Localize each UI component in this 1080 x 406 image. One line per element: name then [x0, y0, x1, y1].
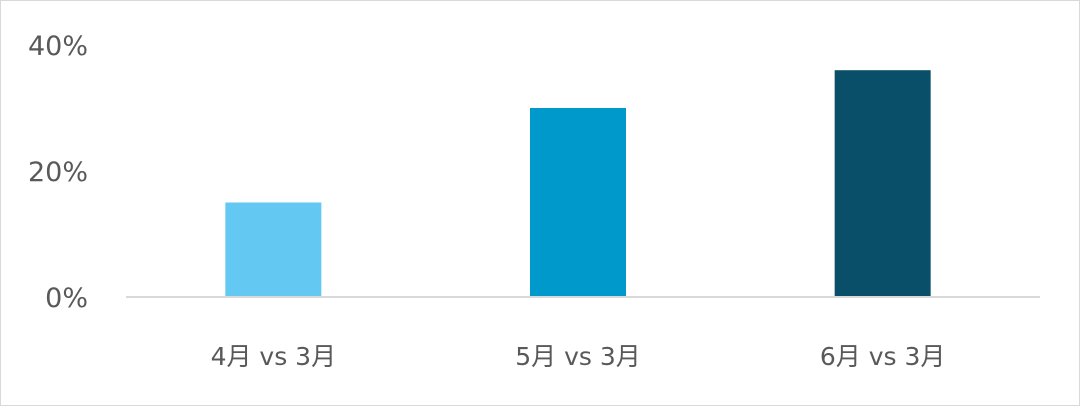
y-tick-label: 20% [28, 157, 88, 188]
y-tick-label: 40% [28, 31, 88, 62]
y-tick-label: 0% [45, 283, 88, 314]
x-tick-label: 4月 vs 3月 [211, 342, 337, 371]
bar [834, 70, 931, 297]
bar [530, 108, 626, 297]
bar [225, 202, 322, 297]
x-tick-label: 6月 vs 3月 [820, 342, 946, 371]
x-tick-label: 5月 vs 3月 [515, 342, 641, 371]
